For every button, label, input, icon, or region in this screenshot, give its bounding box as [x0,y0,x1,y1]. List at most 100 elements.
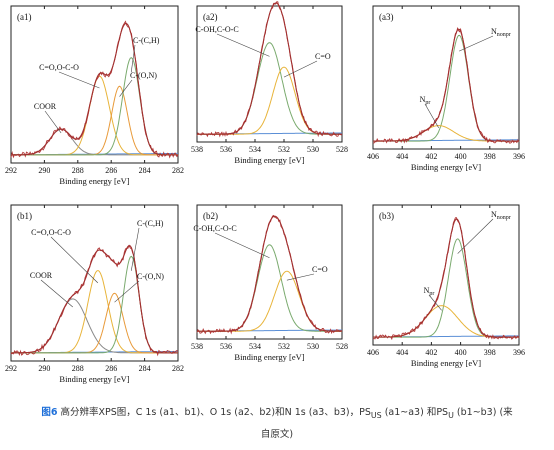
component-peak [197,66,342,135]
peak-label: C-OH,C-O-C [193,224,236,233]
component-peak [11,75,178,156]
leader-line [114,280,140,303]
x-tick-label: 284 [139,166,151,175]
fit-envelope [11,244,178,354]
figure-caption: 图6 高分辨率XPS图，C 1s (a1、b1)、O 1s (a2、b2)和N … [0,403,554,444]
x-axis-title: Binding energy [eV] [234,352,304,362]
caption-sub-2: U [448,410,454,420]
leader-line [130,44,136,73]
peak-label: C-(C,H) [137,219,164,228]
x-tick-label: 532 [278,145,290,154]
caption-line-2: 自原文) [260,428,294,440]
peak-label: COOR [30,271,53,280]
x-tick-label: 400 [455,152,467,161]
x-tick-label: 282 [172,166,184,175]
caption-line-1: 图6 高分辨率XPS图，C 1s (a1、b1)、O 1s (a2、b2)和N … [0,403,554,425]
peak-label: C-(O,N) [137,272,164,281]
component-peak [197,270,342,332]
plot-frame [196,5,343,143]
x-tick-label: 398 [484,152,496,161]
peak-label: COOR [34,102,57,111]
x-tick-label: 538 [191,342,203,351]
measured-spectrum [10,244,179,357]
x-tick-label: 528 [336,145,348,154]
x-axis-title: Binding energy [eV] [411,162,481,172]
x-tick-label: 536 [220,342,232,351]
x-tick-label: 292 [5,166,17,175]
panel-label: (b2) [203,211,218,221]
x-tick-label: 406 [367,152,379,161]
fit-envelope [373,28,519,142]
x-tick-label: 284 [139,364,151,373]
component-peak [373,125,519,142]
plot-frame [372,204,520,346]
leader-line [424,103,439,129]
fit-envelope [11,22,178,156]
x-tick-label: 400 [455,348,467,357]
leader-line [214,232,270,259]
peak-label: C=O [315,52,331,61]
x-tick-label: 534 [249,145,261,154]
x-tick-label: 404 [396,152,408,161]
x-tick-label: 396 [513,348,525,357]
leader-line [216,33,270,57]
component-peak [373,238,519,338]
caption-figure-label: 图6 [41,407,58,418]
leader-line [44,110,62,134]
panel-a3: (a3) 406 404 402 400 398 396 Binding energy [eV… [367,5,525,172]
caption-text-3: (b1~b3) (来 [453,407,513,418]
x-tick-label: 290 [38,166,50,175]
leader-line [457,218,494,254]
leader-line [130,227,140,271]
x-tick-label: 286 [105,166,117,175]
x-tick-label: 288 [72,364,84,373]
peak-label: C-(O,N) [130,71,157,80]
x-tick-label: 290 [38,364,50,373]
panel-a2: (a2) 538 536 534 532 530 528 Binding energy [eV… [191,1,348,165]
panel-label: (b1) [17,211,32,221]
component-peak [11,298,178,354]
x-tick-label: 402 [425,152,437,161]
measured-spectrum [372,217,520,341]
x-tick-label: 406 [367,348,379,357]
x-tick-label: 534 [249,342,261,351]
leader-line [459,35,494,52]
peak-label: Nnonpr [491,210,511,221]
x-tick-label: 532 [278,342,290,351]
x-tick-label: 536 [220,145,232,154]
peak-label: C-OH,C-O-C [195,25,238,34]
panel-label: (a1) [17,12,32,22]
measured-spectrum [196,214,343,335]
x-tick-label: 402 [425,348,437,357]
panel-b3: (b3) 406 404 402 400 398 396 Binding energy [eV… [367,204,525,368]
plot-frame [196,204,343,340]
plot-frame [372,5,520,150]
component-peak [373,305,519,338]
x-tick-label: 286 [105,364,117,373]
measured-spectrum [196,1,343,138]
x-tick-label: 528 [336,342,348,351]
x-axis-title: Binding energy [eV] [234,155,304,165]
x-tick-label: 398 [484,348,496,357]
leader-line [40,279,73,308]
panel-b1: (b1) 292 290 288 286 284 282 Binding energy [eV… [5,204,184,384]
x-tick-label: 282 [172,364,184,373]
leader-line [119,79,133,97]
leader-line [286,273,315,281]
peak-label: Npr [420,95,431,106]
plot-frame [10,204,179,362]
leader-line [428,294,442,311]
x-axis-title: Binding energy [eV] [59,374,129,384]
fit-envelope [197,215,342,332]
panel-label: (b3) [379,211,394,221]
x-tick-label: 530 [307,145,319,154]
xps-figure: (a1) 292 290 288 286 284 282 Binding energy [eV… [5,1,525,384]
x-tick-label: 292 [5,364,17,373]
x-tick-label: 396 [513,152,525,161]
caption-sub-1: US [370,410,382,420]
leader-line [58,71,100,89]
fit-envelope [373,218,519,338]
component-peak [11,292,178,354]
x-tick-label: 530 [307,342,319,351]
leader-line [283,60,318,78]
